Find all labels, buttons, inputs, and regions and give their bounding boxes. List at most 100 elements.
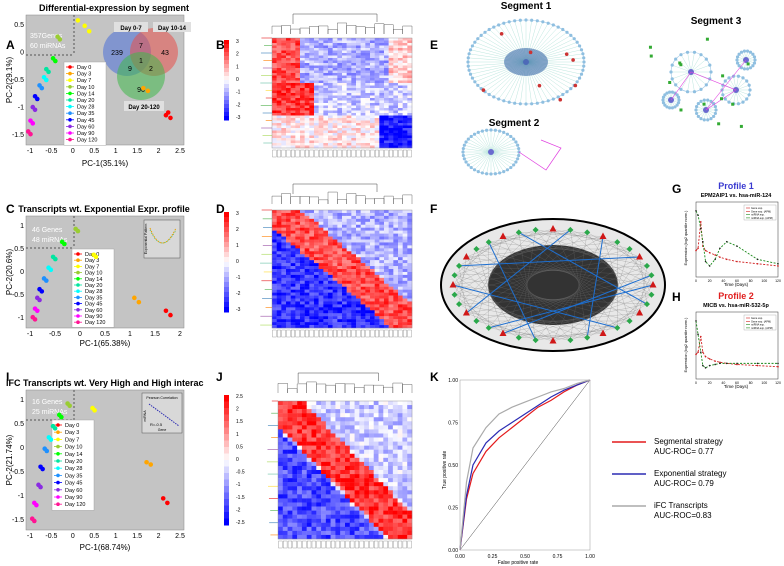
heatmap-cell <box>384 251 389 255</box>
dendrogram-branch <box>271 195 282 204</box>
network-edge <box>466 232 519 314</box>
heatmap-cell <box>292 518 298 523</box>
heatmap-cell <box>301 465 307 471</box>
network-node <box>695 111 699 116</box>
heatmap-cell <box>373 534 379 540</box>
heatmap-cell <box>337 319 343 323</box>
heatmap-cell <box>281 140 287 144</box>
heatmap-cell <box>335 461 341 467</box>
heatmap-cell <box>304 90 310 94</box>
column-label-tick <box>393 540 398 549</box>
heatmap-cell <box>332 257 338 261</box>
heatmap-cell <box>346 292 352 296</box>
heatmap-cell <box>351 55 357 59</box>
network-edge <box>675 59 692 73</box>
heatmap-cell <box>407 138 413 141</box>
heatmap-cell <box>365 242 371 246</box>
heatmap-cell <box>281 88 287 91</box>
heatmap-cell <box>379 93 385 96</box>
legend-label: Day 35 <box>85 295 102 301</box>
heatmap-cell <box>304 271 310 276</box>
heatmap-cell <box>272 110 277 114</box>
heatmap-cell <box>337 65 343 69</box>
heatmap-cell <box>309 295 315 299</box>
heatmap-cell <box>318 325 324 329</box>
heatmap-cell <box>281 75 287 79</box>
heatmap-cell <box>304 75 310 79</box>
heatmap-cell <box>337 93 343 96</box>
heatmap-cell <box>379 90 385 94</box>
heatmap-cell <box>300 248 305 252</box>
heatmap-cell <box>286 254 291 258</box>
heatmap-cell <box>304 125 310 129</box>
heatmap-cell <box>309 85 315 89</box>
heatmap-cell <box>323 123 329 126</box>
heatmap-cell <box>318 292 324 296</box>
heatmap-cell <box>301 506 307 511</box>
heatmap-cell <box>364 429 370 434</box>
heatmap-cell <box>306 534 312 540</box>
heatmap-cell <box>295 254 301 258</box>
network-node <box>748 66 753 70</box>
heatmap-cell <box>383 518 389 523</box>
heatmap-cell <box>393 88 399 91</box>
heatmap-cell <box>384 100 389 104</box>
heatmap-cell <box>398 233 403 237</box>
heatmap-cell <box>309 83 315 86</box>
network-edge <box>486 130 492 153</box>
heatmap-cell <box>304 130 310 134</box>
heatmap-cell <box>295 242 301 246</box>
heatmap-cell <box>393 48 399 51</box>
heatmap-cell <box>316 461 322 467</box>
heatmap-cell <box>286 60 291 64</box>
heatmap-cell <box>335 502 341 507</box>
heatmap-cell <box>374 78 380 81</box>
heatmap-cell <box>342 224 347 228</box>
heatmap-cell <box>335 530 341 536</box>
heatmap-cell <box>304 292 310 296</box>
heatmap-cell <box>278 530 283 536</box>
heatmap-cell <box>388 50 394 54</box>
heatmap-cell <box>309 133 315 136</box>
heatmap-cell <box>373 405 379 410</box>
heatmap-cell <box>272 68 277 71</box>
heatmap-cell <box>349 445 355 450</box>
heatmap-cell <box>378 498 384 503</box>
heatmap-cell <box>345 461 350 467</box>
heatmap-cell <box>314 295 319 299</box>
network-edge <box>587 232 648 266</box>
heatmap-cell <box>281 245 287 249</box>
heatmap-colorbar-segment <box>224 88 229 93</box>
heatmap-cell <box>328 254 333 258</box>
heatmap-cell <box>374 50 380 54</box>
network-node <box>514 160 518 164</box>
column-label-tick <box>335 540 340 549</box>
heatmap-cell <box>306 494 312 499</box>
heatmap-cell <box>345 401 350 406</box>
heatmap-cell <box>309 55 315 59</box>
heatmap-cell <box>290 68 296 71</box>
heatmap-cell <box>388 429 394 434</box>
heatmap-scale-label: 0.5 <box>236 444 243 450</box>
heatmap-cell <box>325 518 331 523</box>
heatmap-cell <box>328 143 333 146</box>
heatmap-cell <box>393 50 399 54</box>
heatmap-cell <box>397 441 403 446</box>
heatmap-cell <box>290 245 296 249</box>
heatmap-cell <box>286 251 291 255</box>
heatmap-cell <box>356 63 361 66</box>
heatmap-cell <box>368 441 374 446</box>
heatmap-cell <box>383 522 389 528</box>
heatmap-cell <box>332 123 338 126</box>
heatmap-cell <box>290 85 296 89</box>
heatmap-cell <box>297 445 303 450</box>
legend-label: Day 45 <box>77 118 94 124</box>
heatmap-cell <box>286 93 291 96</box>
heatmap-cell <box>392 526 398 532</box>
heatmap-cell <box>346 55 352 59</box>
heatmap-cell <box>335 413 341 418</box>
heatmap-cell <box>402 43 408 46</box>
heatmap-cell <box>323 298 329 302</box>
heatmap-cell <box>286 307 291 311</box>
heatmap-cell <box>318 307 324 311</box>
